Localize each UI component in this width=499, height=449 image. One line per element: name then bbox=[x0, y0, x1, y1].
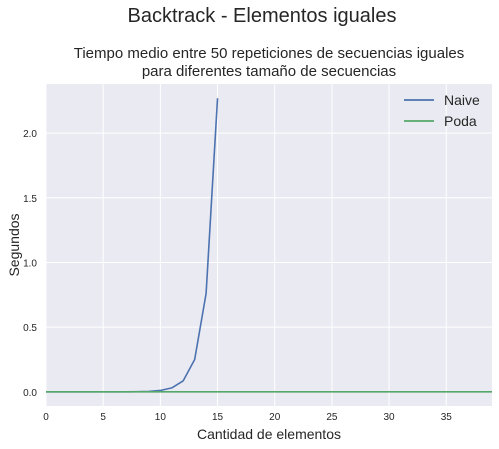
legend-label-naive: Naive bbox=[444, 92, 480, 108]
series-layer bbox=[46, 98, 492, 393]
x-tick-label: 10 bbox=[155, 412, 167, 423]
x-axis-label: Cantidad de elementos bbox=[197, 426, 341, 442]
x-tick-label: 35 bbox=[441, 412, 453, 423]
legend-label-poda: Poda bbox=[444, 113, 477, 129]
chart-title-line-2: para diferentes tamaño de secuencias bbox=[142, 63, 396, 80]
y-tick-label: 0.5 bbox=[23, 323, 37, 334]
x-tick-label: 0 bbox=[43, 412, 49, 423]
plot-area bbox=[46, 84, 492, 406]
y-tick-label: 2.0 bbox=[23, 129, 37, 140]
x-tick-label: 5 bbox=[100, 412, 106, 423]
chart-title-line-1: Tiempo medio entre 50 repeticiones de se… bbox=[74, 45, 465, 62]
x-tick-label: 15 bbox=[212, 412, 224, 423]
legend: Naive Poda bbox=[404, 92, 480, 129]
x-axis-ticks: 0 5 10 15 20 25 30 35 bbox=[43, 412, 452, 423]
y-tick-label: 1.0 bbox=[23, 258, 37, 269]
y-tick-label: 0.0 bbox=[23, 388, 37, 399]
x-tick-label: 25 bbox=[326, 412, 338, 423]
x-tick-label: 30 bbox=[384, 412, 396, 423]
y-tick-label: 1.5 bbox=[23, 194, 37, 205]
y-axis-label: Segundos bbox=[6, 213, 22, 276]
y-axis-ticks: 0.0 0.5 1.0 1.5 2.0 bbox=[23, 129, 37, 399]
chart-suptitle: Backtrack - Elementos iguales bbox=[127, 5, 396, 27]
x-tick-label: 20 bbox=[269, 412, 281, 423]
